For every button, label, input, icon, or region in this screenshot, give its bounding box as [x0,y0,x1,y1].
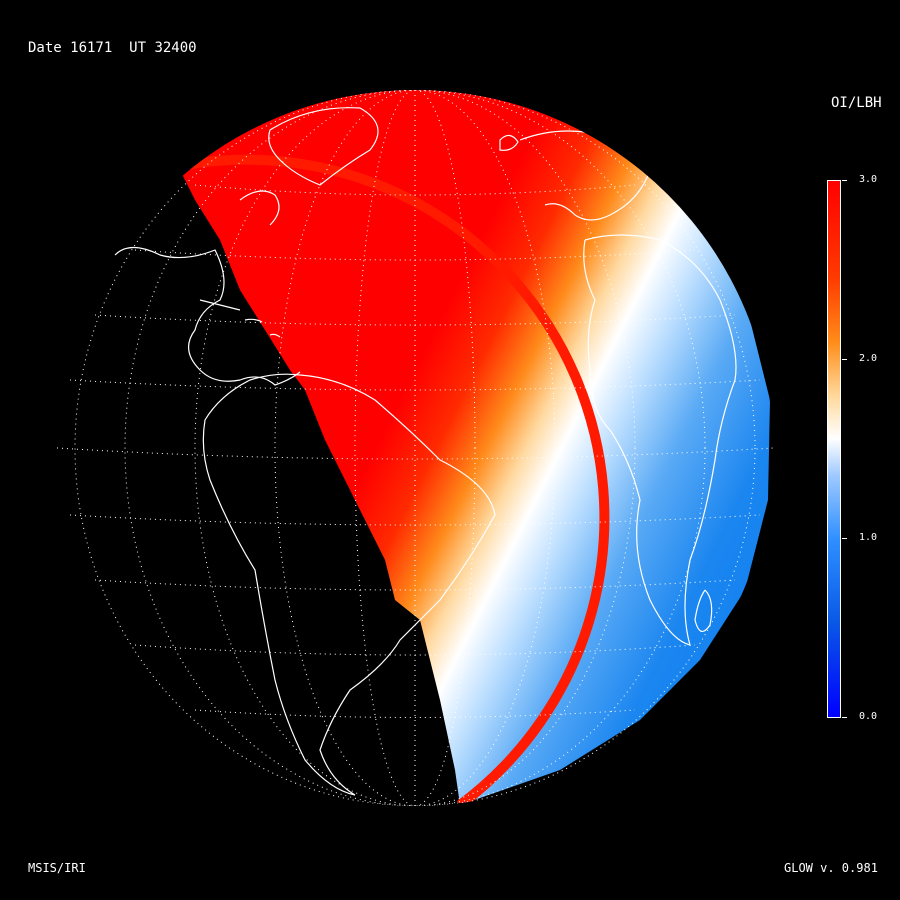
model-label: MSIS/IRI [28,861,86,875]
coast-europe [519,130,651,221]
coast-caribbean [199,299,281,338]
version-label: GLOW v. 0.981 [784,861,878,875]
colorbar-title: OI/LBH [831,95,882,111]
colorbar-label-2: 2.0 [859,353,878,364]
coast-canada-east [239,190,280,226]
coast-greenland [268,107,379,186]
date-ut-label: Date 16171 UT 32400 [28,40,197,56]
limb-brightening [184,154,610,806]
colorbar-tick-top [842,180,847,181]
ut-text: UT 32400 [129,40,197,56]
colorbar-tick-1 [842,538,847,539]
colorbar-tick-bottom [842,717,847,718]
colorbar-label-3: 3.0 [859,174,878,185]
colorbar-label-1: 1.0 [859,532,878,543]
colorbar-tick-2 [842,359,847,360]
colorbar-label-0: 0.0 [859,711,878,722]
coast-uk [499,134,519,151]
coast-madagascar [694,589,713,632]
date-text: Date 16171 [28,40,113,56]
coast-africa [583,234,737,646]
coast-south-america [202,373,496,796]
day-side-emission [180,90,770,805]
coast-north-america [114,246,301,386]
colorbar [827,180,841,718]
coastlines [114,107,737,796]
